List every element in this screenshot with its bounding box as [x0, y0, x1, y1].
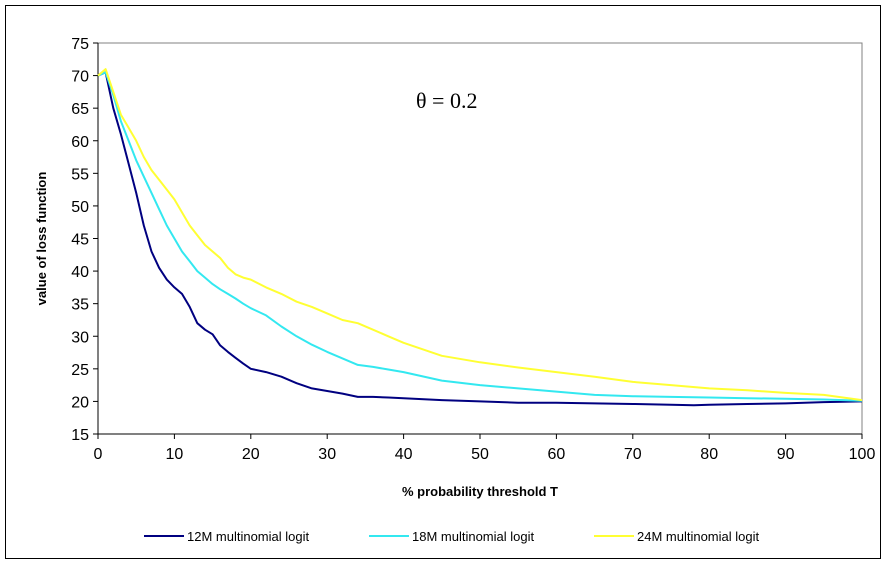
- y-tick-label: 65: [71, 101, 89, 118]
- y-tick-label: 75: [71, 36, 89, 53]
- series-lines: [97, 68, 863, 407]
- x-tick-label: 90: [777, 446, 795, 463]
- legend-label: 18M multinomial logit: [412, 529, 534, 544]
- x-tick-label: 50: [471, 446, 489, 463]
- y-tick-label: 20: [71, 394, 89, 411]
- x-tick-label: 40: [395, 446, 413, 463]
- legend-label: 12M multinomial logit: [187, 529, 309, 544]
- y-tick-label: 55: [71, 166, 89, 183]
- y-tick-label: 70: [71, 69, 89, 86]
- y-tick-label: 35: [71, 297, 89, 314]
- x-tick-label: 100: [849, 446, 876, 463]
- x-tick-label: 0: [94, 446, 103, 463]
- theta-annotation: θ = 0.2: [416, 88, 477, 113]
- legend: 12M multinomial logit 18M multinomial log…: [144, 529, 759, 544]
- series-line-1: [97, 71, 863, 407]
- series-line-3: [97, 68, 863, 402]
- x-tick-label: 20: [242, 446, 260, 463]
- x-tick-label: 10: [166, 446, 184, 463]
- y-tick-label: 40: [71, 264, 89, 281]
- axes: 15 20 25 30 35 40 45 50 55 60 65 70 75 0 10 20 30 40 50 60 7…: [71, 36, 875, 463]
- plot-area: [97, 42, 863, 435]
- x-tick-label: 80: [700, 446, 718, 463]
- y-tick-label: 45: [71, 232, 89, 249]
- y-axis-title: value of loss function: [34, 172, 49, 306]
- y-tick-label: 25: [71, 362, 89, 379]
- series-line-2: [97, 71, 863, 402]
- y-tick-label: 15: [71, 427, 89, 444]
- x-tick-label: 60: [548, 446, 566, 463]
- y-tick-label: 30: [71, 329, 89, 346]
- x-axis-title: % probability threshold T: [402, 484, 558, 499]
- x-tick-label: 70: [624, 446, 642, 463]
- x-tick-label: 30: [318, 446, 336, 463]
- legend-label: 24M multinomial logit: [637, 529, 759, 544]
- y-tick-label: 60: [71, 134, 89, 151]
- y-tick-label: 50: [71, 199, 89, 216]
